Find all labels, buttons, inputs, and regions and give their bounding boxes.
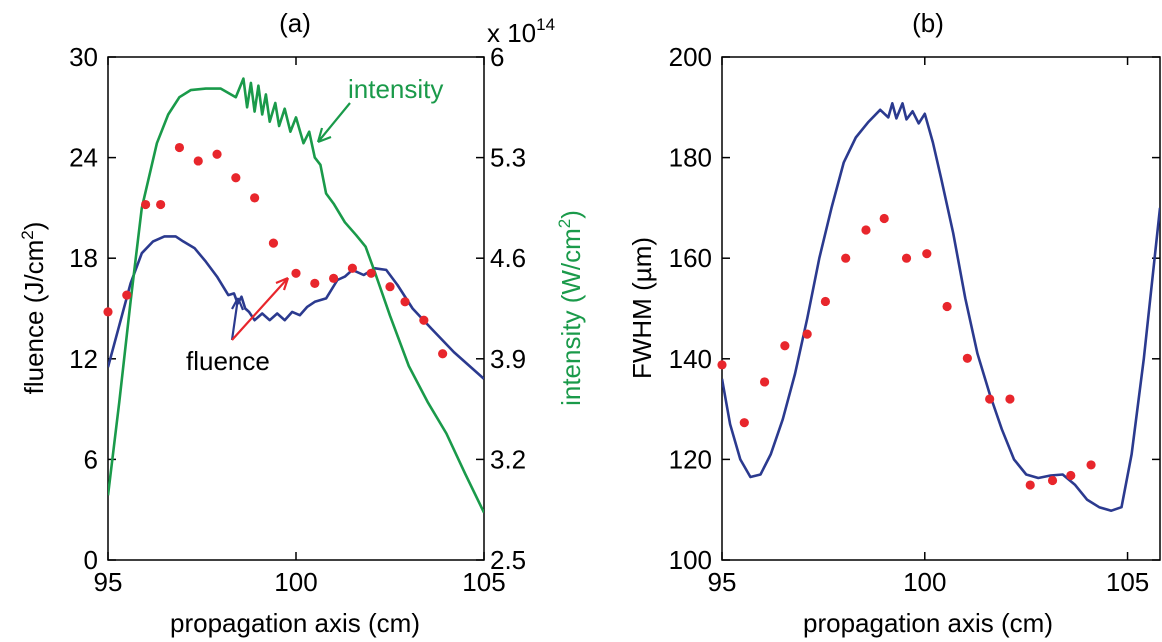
data-point [419, 315, 429, 325]
panel-a-ylabel-right: intensity (W/cm2) [555, 210, 586, 406]
data-point [231, 173, 241, 183]
data-point [942, 301, 952, 312]
panel-b-ylabel: FWHM (µm) [627, 237, 657, 379]
fluence-arrow-red [231, 276, 290, 341]
data-point [739, 418, 749, 428]
x-tick-label: 95 [94, 567, 123, 597]
y-right-tick-label: 3.9 [490, 344, 526, 374]
right-axis-multiplier: x 1014 [487, 15, 555, 48]
data-point [861, 225, 871, 235]
data-point [250, 193, 260, 203]
data-point [103, 307, 113, 317]
x-tick-label: 105 [462, 567, 505, 597]
data-point [174, 142, 185, 153]
y-right-tick-label: 3.2 [490, 444, 526, 474]
data-point [366, 268, 376, 278]
data-point [1025, 480, 1035, 490]
x-tick-label: 100 [274, 567, 317, 597]
panel-b-xlabel: propagation axis (cm) [803, 608, 1053, 638]
panel-b-plot-area [717, 102, 1160, 513]
data-point [141, 199, 151, 210]
data-point [347, 263, 357, 273]
data-point [759, 377, 770, 387]
axes-frame [107, 56, 485, 561]
data-point [122, 290, 132, 300]
y-tick-label: 180 [669, 143, 712, 173]
data-point [193, 156, 203, 166]
y-tick-label: 6 [84, 444, 98, 474]
fwhm-line [722, 102, 1160, 513]
x-tick-label: 100 [903, 567, 946, 597]
x-tick-label: 105 [1106, 567, 1149, 597]
data-point [1047, 475, 1058, 486]
data-point [780, 341, 790, 351]
data-point [438, 349, 448, 359]
y-tick-label: 120 [669, 444, 712, 474]
panel-a-ylabel: fluence (J/cm2) [18, 222, 49, 395]
panel-a-ticks: 95 100 105 0 6 12 18 24 30 2.5 3.2 3.9 4.6 5.3 6 [69, 42, 526, 597]
data-point [841, 253, 851, 263]
y-tick-label: 24 [69, 143, 98, 173]
y-tick-label: 12 [69, 344, 98, 374]
data-point [385, 282, 395, 292]
fluence-annotation: fluence [186, 346, 270, 376]
y-right-tick-label: 6 [490, 42, 504, 72]
data-point [922, 249, 932, 259]
data-point [212, 149, 222, 159]
y-tick-label: 160 [669, 243, 712, 273]
data-point [820, 296, 831, 307]
data-point [1005, 394, 1015, 404]
panel-a-xlabel: propagation axis (cm) [170, 608, 420, 638]
panel-a-plot-area [103, 77, 484, 514]
x-tick-label: 95 [708, 567, 737, 597]
y-right-tick-label: 2.5 [490, 545, 526, 575]
panel-a: (a) propagation axis (cm) fluence (J/cm2… [18, 8, 586, 638]
data-point [802, 329, 812, 339]
panel-b-title: (b) [912, 8, 944, 38]
data-point [1086, 460, 1096, 470]
data-point [901, 253, 912, 263]
fluence-line [108, 235, 484, 380]
data-point [717, 360, 727, 370]
data-point [879, 213, 889, 224]
intensity-arrow [316, 102, 351, 144]
y-tick-label: 200 [669, 42, 712, 72]
data-point [156, 199, 166, 210]
data-point [962, 353, 972, 363]
data-point [310, 278, 320, 288]
y-tick-label: 0 [84, 545, 98, 575]
y-right-tick-label: 5.3 [490, 143, 526, 173]
y-tick-label: 100 [669, 545, 712, 575]
fluence-arrow-blue [230, 297, 245, 341]
panel-b: (b) propagation axis (cm) FWHM (µm) 95 10… [627, 8, 1161, 638]
y-tick-label: 18 [69, 243, 98, 273]
intensity-line [108, 77, 484, 514]
intensity-annotation: intensity [348, 74, 443, 104]
y-tick-label: 30 [69, 42, 98, 72]
data-point [268, 238, 279, 248]
data-point [329, 273, 339, 283]
data-point [400, 297, 410, 307]
y-tick-label: 140 [669, 344, 712, 374]
panel-a-title: (a) [279, 8, 311, 38]
axes-frame [721, 56, 1161, 561]
y-right-tick-label: 4.6 [490, 243, 526, 273]
data-point [291, 268, 301, 278]
data-point [1066, 470, 1076, 481]
data-point [985, 394, 995, 404]
